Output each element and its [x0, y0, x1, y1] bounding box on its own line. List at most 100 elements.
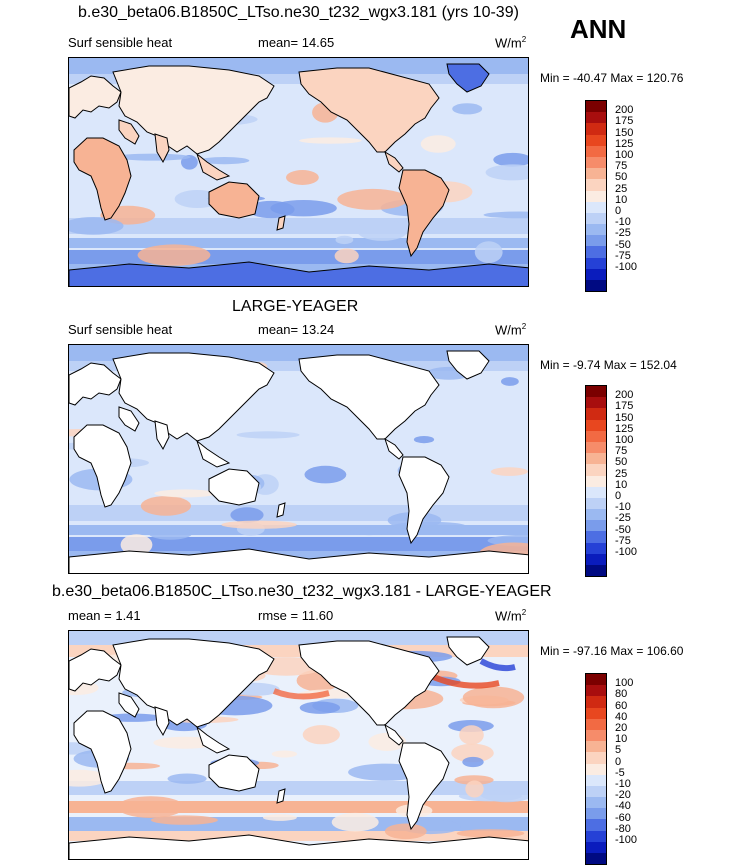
field-patch [199, 157, 250, 165]
colorbar-segment [586, 685, 606, 697]
colorbar-segment [586, 531, 606, 543]
colorbar-segment [586, 453, 606, 465]
continent-antarctica [69, 548, 528, 573]
colorbar-tick-label: -100 [615, 546, 638, 558]
colorbar-tick-label: 125 [615, 422, 634, 435]
field-patch [420, 135, 456, 153]
colorbar-segment [586, 168, 606, 180]
colorbar-segment [586, 257, 606, 269]
field-patch [69, 217, 124, 235]
colorbar-tick-label: 25 [615, 467, 628, 480]
field-patch [236, 431, 300, 439]
colorbar-segment [586, 441, 606, 454]
colorbar-segment [586, 853, 606, 865]
field-band [69, 74, 528, 84]
field-patch [356, 219, 408, 241]
continent-arabia [118, 692, 140, 718]
continent-arabia [118, 406, 140, 432]
colorbar-tick-label: 50 [615, 456, 628, 469]
panel1-variable-label: Surf sensible heat [68, 35, 173, 50]
colorbar-segment [586, 246, 606, 258]
colorbar-segment [586, 797, 606, 809]
colorbar-segment [586, 430, 606, 442]
colorbar-tick-label: -50 [615, 238, 631, 251]
panel1-units-label: W/m2 [495, 35, 527, 51]
colorbar-segment [586, 386, 606, 398]
colorbar-segment [586, 553, 606, 565]
colorbar-tick-label: 175 [615, 400, 634, 413]
colorbar-segment [586, 145, 606, 157]
colorbar-tick-label: -20 [615, 789, 631, 802]
colorbar-segment [586, 707, 606, 719]
colorbar-tick-label: 80 [615, 688, 628, 701]
colorbar-tick-label: 25 [615, 182, 628, 195]
colorbar-tick-label: 10 [615, 478, 628, 491]
field-patch [140, 496, 191, 516]
colorbar-tick-label: -5 [615, 766, 625, 779]
field-patch [335, 235, 354, 245]
panel3-heading: b.e30_beta06.B1850C_LTso.ne30_t232_wgx3.… [52, 583, 552, 600]
continent-asia [112, 65, 275, 155]
colorbar-segment [586, 752, 606, 764]
field-band [69, 817, 528, 831]
colorbar-tick-label: -10 [615, 216, 631, 229]
continent-greenland [446, 63, 490, 93]
colorbar-tick-label: 100 [615, 677, 634, 690]
colorbar-segment [586, 224, 606, 236]
continent-india [154, 420, 170, 451]
colorbar-segment [586, 729, 606, 742]
continent-europe [69, 648, 122, 692]
field-patch [230, 507, 264, 523]
continent-camerica [384, 723, 404, 746]
field-patch [270, 200, 337, 217]
field-patch [384, 823, 427, 840]
field-patch [474, 241, 503, 264]
field-patch [151, 815, 218, 825]
field-patch [465, 780, 484, 798]
continent-namerica [298, 67, 440, 153]
field-band [69, 505, 528, 521]
field-band [69, 525, 528, 535]
field-band [69, 250, 528, 264]
colorbar-segment [586, 718, 606, 730]
colorbar-tick-label: 5 [615, 744, 622, 757]
continent-nz [276, 788, 286, 804]
colorbar-segment [586, 841, 606, 853]
colorbar-tick-label: -80 [615, 822, 631, 835]
colorbar-tick-label: -40 [615, 800, 631, 813]
colorbar-tick-label: 10 [615, 193, 628, 206]
colorbar-tick-label: -75 [615, 534, 631, 547]
boundary-current-anomaly [427, 672, 500, 689]
colorbar-segment [586, 763, 606, 775]
colorbar-tick-label: 150 [615, 126, 634, 139]
colorbar-tick-label: -10 [615, 501, 631, 514]
field-patch [456, 829, 525, 838]
continent-camerica [384, 437, 404, 460]
colorbar-segment [586, 464, 606, 476]
field-patch [117, 796, 184, 818]
field-patch [154, 489, 217, 498]
colorbar-tick-label: -50 [615, 523, 631, 536]
panel2-minmax: Min = -9.74 Max = 152.04 [540, 358, 677, 372]
colorbar-tick-label: 0 [615, 490, 622, 502]
colorbar-tick-label: 0 [615, 755, 622, 768]
continent-greenland [446, 350, 490, 380]
panel2-heading: LARGE-YEAGER [232, 298, 359, 315]
colorbar-segment [586, 201, 606, 213]
panel2-mean-label: mean= 13.24 [258, 322, 335, 337]
colorbar-segment [586, 565, 606, 577]
colorbar-tick-label: 200 [615, 389, 634, 402]
colorbar-tick-label: -10 [615, 778, 631, 790]
colorbar-segment [586, 674, 606, 686]
continent-australia [208, 181, 260, 219]
field-patch [337, 188, 409, 210]
field-patch [451, 743, 494, 763]
colorbar-segment [586, 741, 606, 753]
panel3-minmax: Min = -97.16 Max = 106.60 [540, 644, 684, 658]
continent-samerica [398, 742, 450, 831]
colorbar-tick-label: -25 [615, 512, 631, 525]
continent-samerica [398, 456, 450, 545]
continent-seasia [195, 439, 231, 468]
continent-europe [69, 362, 122, 406]
world-map-svg [69, 631, 528, 859]
